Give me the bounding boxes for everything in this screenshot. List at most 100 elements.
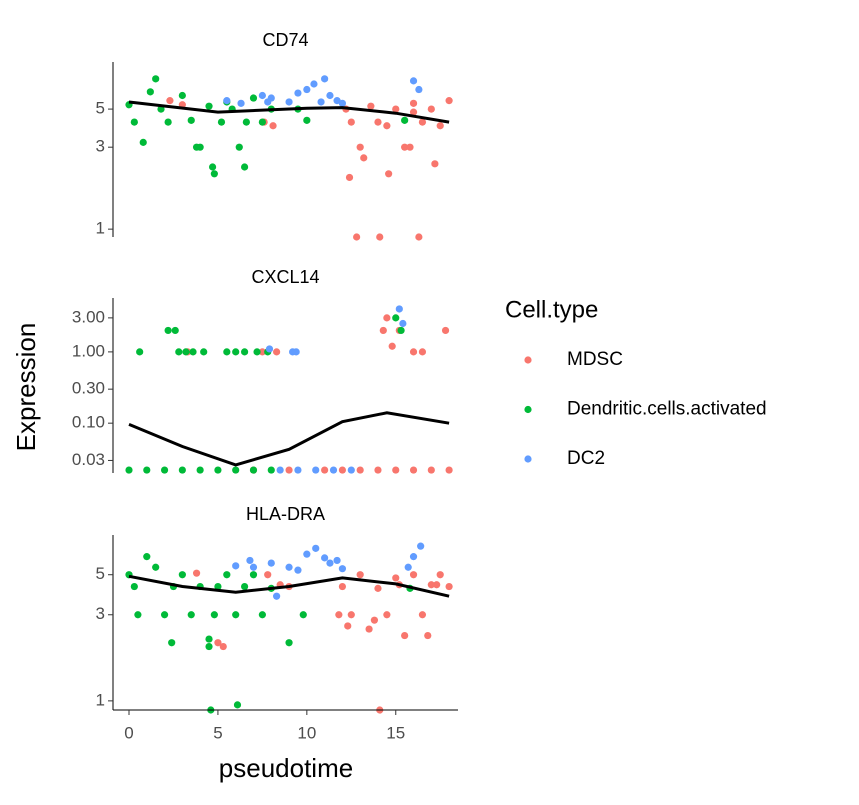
data-point [353,233,361,241]
data-point [401,143,409,151]
data-point [356,571,364,579]
data-point [214,639,222,647]
data-point [404,563,412,571]
data-point [294,466,302,474]
data-point [427,105,435,113]
data-point [406,143,414,151]
data-point [160,611,169,619]
data-point [344,622,352,630]
data-point [356,143,364,151]
data-point [182,348,190,356]
data-point [383,314,391,322]
y-tick-label: 0.10 [72,413,105,432]
y-tick-label: 5 [96,99,105,118]
data-point [388,342,396,350]
x-axis-label: pseudotime [219,753,353,783]
data-point [264,98,272,106]
data-point [258,118,266,126]
data-point [329,466,338,474]
data-point [427,466,435,474]
data-point [370,616,379,624]
data-point [249,94,258,102]
data-point [376,233,384,241]
data-point [347,466,355,474]
data-point [415,233,423,241]
data-point [445,97,453,105]
data-point [258,348,266,356]
data-point [347,118,355,126]
y-tick-label: 3.00 [72,307,105,326]
data-point [409,99,418,107]
data-point [294,566,302,574]
data-point [338,565,347,573]
data-point [210,611,218,619]
data-point [253,348,261,356]
data-point [345,173,354,182]
data-point [292,348,300,356]
data-point [192,569,201,577]
data-point [249,563,258,571]
data-point [445,466,453,474]
data-point [303,550,311,558]
data-point [431,160,439,168]
data-point [285,563,293,571]
x-tick-label: 10 [297,723,316,742]
data-point [335,611,343,619]
data-point [409,77,418,85]
data-point [205,642,213,651]
data-point [232,611,240,619]
data-point [367,102,375,110]
data-point [139,138,147,146]
data-point [178,91,186,100]
data-point [321,554,329,562]
data-point [333,556,341,565]
x-tick-label: 5 [213,723,222,742]
data-point [249,571,258,579]
data-point [187,611,195,619]
data-point [338,99,347,107]
data-point [273,592,281,600]
data-point [401,631,409,640]
legend-label: DC2 [567,448,605,469]
data-point [232,562,240,570]
data-point [436,571,444,579]
data-point [223,97,231,105]
data-point [338,466,347,474]
data-point [237,99,245,107]
data-point [395,305,403,313]
facet-title: CXCL14 [251,267,319,287]
data-point [285,466,293,474]
data-point [196,466,204,474]
data-point [214,466,222,474]
data-point [303,116,311,124]
data-point [285,98,293,106]
data-point [242,118,250,126]
data-point [317,98,325,106]
data-point [164,326,172,335]
legend-title: Cell.type [505,296,598,323]
data-point [409,466,418,474]
data-point [409,348,418,356]
data-point [178,466,186,474]
data-point [219,642,227,651]
legend-label: Dendritic.cells.activated [567,399,767,420]
data-point [189,348,197,356]
data-point [205,102,213,110]
data-point [374,584,382,592]
data-point [143,553,151,561]
data-point [160,466,169,474]
data-point [235,143,243,151]
data-point [303,85,311,94]
data-point [205,635,213,643]
data-point [240,582,249,591]
data-point [409,108,418,116]
data-point [333,97,341,105]
data-point [130,118,138,126]
data-point [130,582,138,591]
data-point [312,466,320,474]
trend-line [128,574,450,598]
data-point [392,314,400,322]
data-point [192,143,201,151]
data-point [310,80,318,88]
